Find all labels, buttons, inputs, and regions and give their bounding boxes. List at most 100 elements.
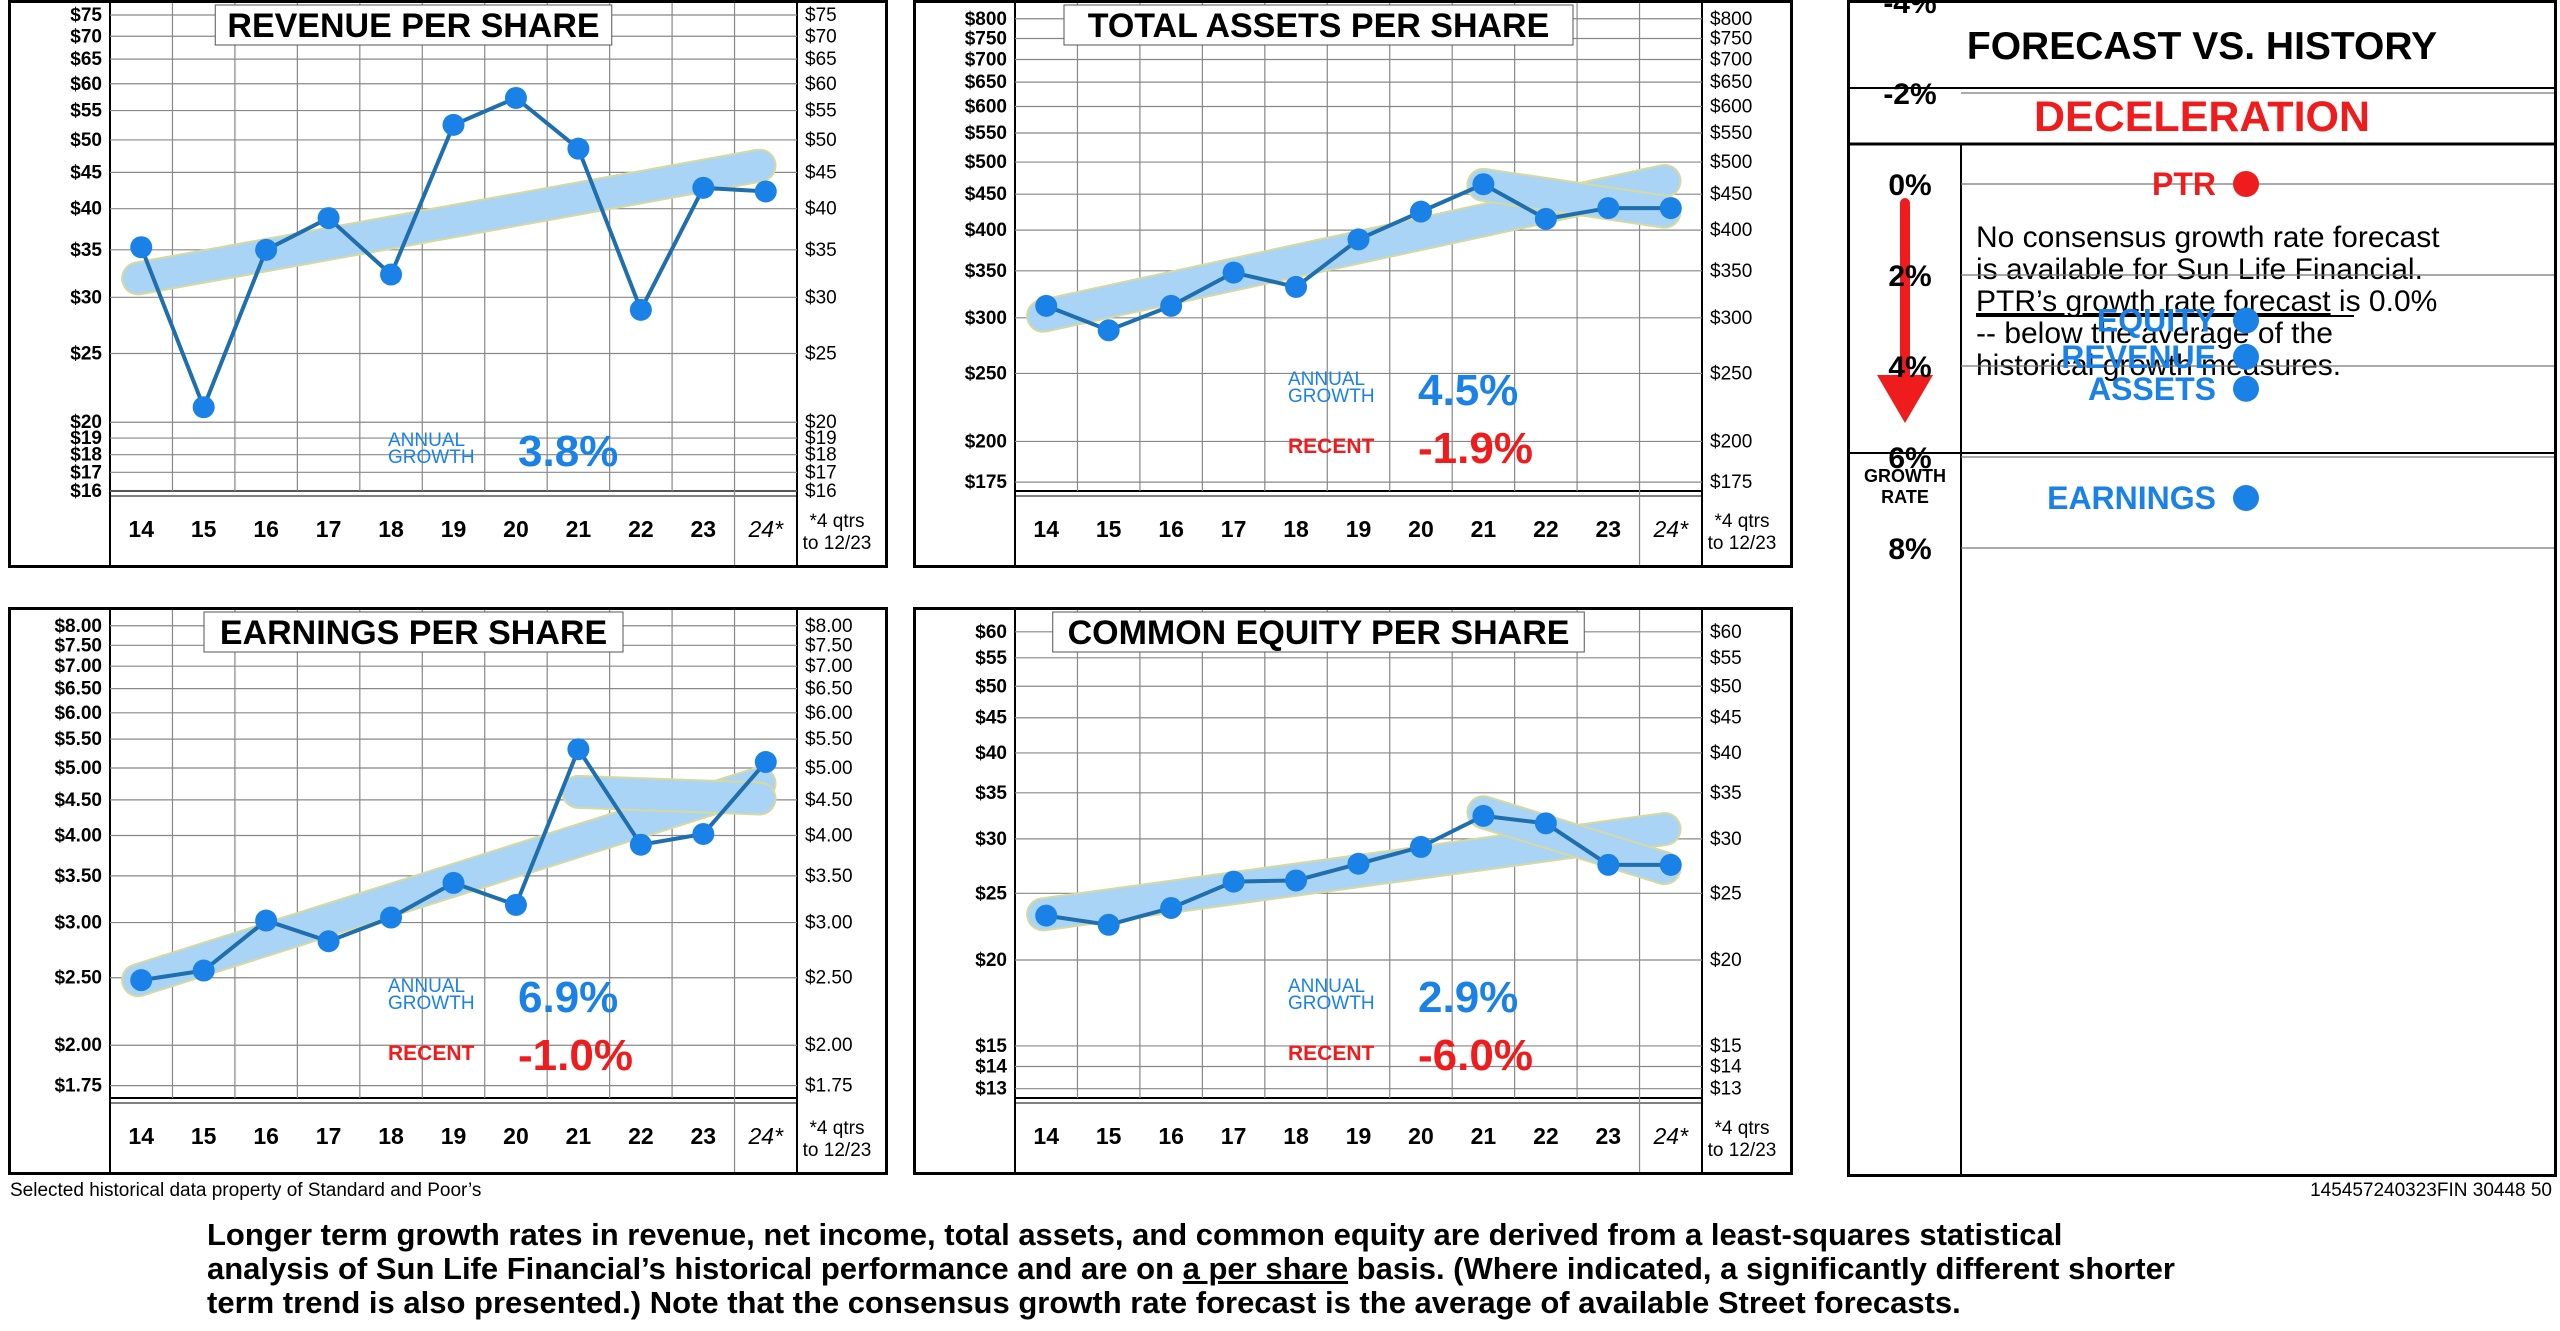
revenue-panel: $16 $16 $17 $17 $18 $18 $19 $19 $20 $20 $25 $25 $30 $… [8, 0, 888, 568]
caption-line-3: term trend is also presented.) Note that… [207, 1285, 1961, 1320]
earnings-y-tick-left: $5.50 [54, 729, 102, 750]
forecast-text-line-3: PTR’s growth rate forecast is 0.0% [1976, 285, 2437, 318]
earnings-data-point [692, 822, 715, 845]
assets-data-point [1534, 207, 1557, 230]
revenue-y-tick-right: $45 [805, 162, 837, 183]
assets-year-label: 21 [1471, 516, 1497, 542]
assets-year-label: 24* [1652, 516, 1689, 542]
forecast-text-line-4: -- below the average of the [1976, 317, 2333, 350]
earnings-recent-label: RECENT [388, 1042, 475, 1065]
equity-y-tick-right: $35 [1710, 783, 1742, 804]
equity-y-tick-left: $25 [975, 883, 1007, 904]
equity-y-tick-left: $40 [975, 743, 1007, 764]
assets-annual-label-1: ANNUAL [1288, 369, 1365, 390]
growth-tick-label: 4% [1888, 351, 1931, 384]
equity-chart: $13 $13$14 $14$15 $15$20 $20$25 $25$30 $30$35 $… [975, 610, 1776, 1172]
assets-y-tick-left: $500 [965, 152, 1007, 173]
earnings-note-line-2: to 12/23 [803, 1140, 872, 1161]
assets-y-tick-left: $250 [965, 363, 1007, 384]
earnings-y-tick-right: $8.00 [805, 616, 853, 637]
revenue-y-tick-right: $18 [805, 445, 837, 466]
equity-year-label: 20 [1408, 1123, 1434, 1149]
assets-y-tick-right: $250 [1710, 363, 1752, 384]
growth-tick-label: -4% [1883, 3, 1936, 20]
earnings-y-tick-right: $4.50 [805, 790, 853, 811]
earnings-y-tick-right: $5.00 [805, 758, 853, 779]
revenue-y-tick-right: $35 [805, 240, 837, 261]
equity-recent-label: RECENT [1288, 1042, 1375, 1065]
earnings-y-tick-left: $4.50 [54, 790, 102, 811]
revenue-y-tick-left: $17 [70, 462, 102, 483]
caption-line-2c: basis. (Where indicated, a significantly… [1348, 1251, 2175, 1286]
revenue-year-label: 14 [128, 516, 154, 542]
assets-year-label: 16 [1158, 516, 1184, 542]
earnings-y-tick-left: $3.00 [54, 913, 102, 934]
revenue-year-label: 15 [191, 516, 217, 542]
equity-annual-label-2: GROWTH [1288, 993, 1375, 1014]
earnings-y-tick-right: $5.50 [805, 729, 853, 750]
growth-tick-label: 2% [1888, 260, 1931, 293]
growth-point-earnings [2233, 484, 2259, 511]
revenue-y-tick-right: $30 [805, 287, 837, 308]
assets-y-tick-right: $750 [1710, 28, 1752, 49]
revenue-y-tick-left: $70 [70, 26, 102, 47]
equity-note-line-1: *4 qtrs [1715, 1118, 1770, 1139]
growth-label-equity: EQUITY [2097, 303, 2216, 339]
revenue-y-tick-left: $30 [70, 287, 102, 308]
revenue-chart: $16 $16$17 $17$18 $18$19 $19$20 $20$25 $25$30 $… [70, 3, 871, 565]
assets-y-tick-right: $700 [1710, 49, 1752, 70]
earnings-annual-value: 6.9% [518, 973, 618, 1022]
data-source-note: Selected historical data property of Sta… [10, 1180, 482, 1201]
assets-year-label: 14 [1033, 516, 1059, 542]
earnings-y-tick-right: $3.50 [805, 866, 853, 887]
assets-data-point [1097, 319, 1120, 342]
revenue-y-tick-left: $60 [70, 74, 102, 95]
assets-data-point [1035, 294, 1058, 317]
assets-chart: $175 $175 $200 $200 $250 $250 $300 $300 $350 $350… [965, 3, 1776, 565]
assets-y-tick-right: $650 [1710, 72, 1752, 93]
revenue-data-point [442, 113, 465, 136]
revenue-year-label: 21 [566, 516, 592, 542]
revenue-annual-label-2: GROWTH [388, 447, 475, 468]
earnings-data-point [504, 893, 527, 916]
revenue-year-label: 24* [747, 516, 784, 542]
earnings-y-tick-left: $4.00 [54, 826, 102, 847]
earnings-data-point [380, 906, 403, 929]
revenue-year-label: 19 [441, 516, 467, 542]
assets-y-tick-left: $750 [965, 28, 1007, 49]
equity-data-point [1160, 897, 1183, 920]
earnings-annual-label-1: ANNUAL [388, 976, 465, 997]
assets-year-label: 23 [1596, 516, 1622, 542]
revenue-trend-band [123, 150, 775, 294]
growth-rate-label-2: RATE [1881, 487, 1929, 507]
equity-y-tick-right: $60 [1710, 622, 1742, 643]
revenue-annual-value: 3.8% [518, 427, 618, 476]
revenue-y-tick-left: $18 [70, 445, 102, 466]
revenue-data-point [192, 396, 215, 419]
assets-year-label: 19 [1346, 516, 1372, 542]
growth-point-ptr [2233, 171, 2259, 197]
earnings-year-label: 23 [691, 1123, 717, 1149]
forecast-text-line-2: is available for Sun Life Financial. [1976, 253, 2423, 286]
assets-year-label: 17 [1221, 516, 1247, 542]
equity-y-tick-left: $15 [975, 1036, 1007, 1057]
revenue-y-tick-right: $60 [805, 74, 837, 95]
assets-annual-value: 4.5% [1418, 366, 1518, 415]
revenue-title-box [214, 4, 613, 46]
assets-y-tick-left: $175 [965, 472, 1008, 493]
assets-y-tick-left: $450 [965, 184, 1007, 205]
revenue-y-tick-right: $50 [805, 130, 837, 151]
caption-per-share: a per share [1182, 1251, 1349, 1286]
assets-year-label: 15 [1096, 516, 1122, 542]
earnings-year-label: 14 [128, 1123, 154, 1149]
revenue-data-point [380, 263, 403, 286]
equity-data-point [1472, 804, 1495, 827]
earnings-y-tick-right: $4.00 [805, 826, 853, 847]
earnings-data-point [629, 833, 652, 856]
growth-label-revenue: REVENUE [2061, 339, 2216, 375]
assets-data-point [1597, 197, 1620, 220]
growth-rate-label-1: GROWTH [1864, 466, 1946, 486]
deceleration-arrow-icon [1877, 375, 1933, 423]
equity-y-tick-left: $30 [975, 829, 1007, 850]
assets-y-tick-left: $600 [965, 96, 1007, 117]
